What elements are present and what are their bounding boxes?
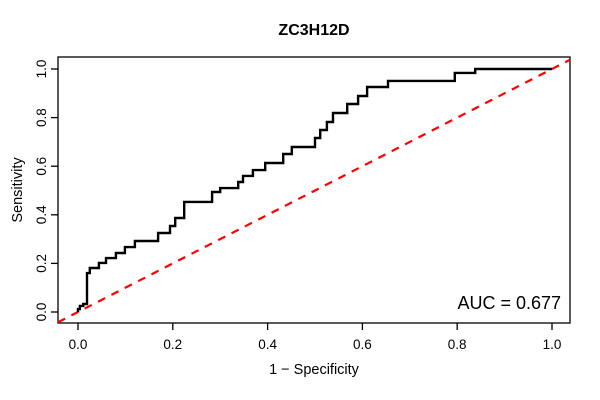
x-tick-label: 0.0: [69, 337, 88, 352]
y-tick-label: 0.6: [34, 157, 49, 176]
y-tick-label: 0.8: [34, 108, 49, 127]
x-tick-label: 1.0: [543, 337, 562, 352]
x-tick-label: 0.8: [448, 337, 467, 352]
chart-title: ZC3H12D: [278, 22, 349, 39]
x-axis-label: 1 − Specificity: [269, 362, 360, 378]
reference-diagonal: [57, 58, 571, 324]
y-tick-label: 0.4: [34, 205, 49, 224]
x-tick-label: 0.2: [163, 337, 182, 352]
x-tick-label: 0.6: [353, 337, 372, 352]
auc-annotation: AUC = 0.677: [457, 293, 561, 313]
plot-box: [57, 56, 571, 324]
x-tick-label: 0.4: [258, 337, 277, 352]
y-axis-label: Sensitivity: [10, 157, 26, 223]
y-tick-label: 1.0: [34, 60, 49, 79]
y-tick-label: 0.0: [34, 303, 49, 322]
y-tick-label: 0.2: [34, 254, 49, 273]
roc-curve: [76, 67, 552, 312]
